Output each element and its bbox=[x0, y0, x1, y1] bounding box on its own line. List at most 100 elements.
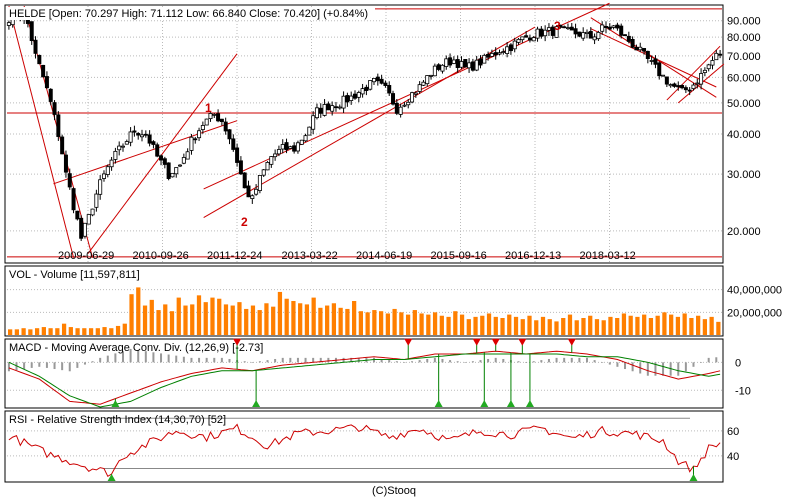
volume-y-tick-label: 20,000,000 bbox=[727, 307, 782, 319]
macd-histogram-bar bbox=[190, 357, 193, 363]
volume-bar bbox=[702, 319, 708, 335]
volume-bar bbox=[466, 319, 471, 335]
price-candle-body bbox=[550, 26, 555, 36]
price-candle-body bbox=[37, 54, 42, 65]
price-candle-body bbox=[292, 145, 297, 152]
rsi-signal-markers bbox=[107, 466, 698, 481]
volume-bar bbox=[601, 320, 606, 335]
price-candle-body bbox=[432, 65, 437, 77]
volume-bar bbox=[203, 302, 208, 335]
macd-histogram-bar bbox=[601, 362, 604, 363]
macd-histogram-bar bbox=[578, 357, 581, 363]
volume-bar bbox=[257, 310, 262, 335]
macd-histogram-bar bbox=[198, 357, 201, 363]
price-candle-body bbox=[6, 22, 11, 26]
volume-bar bbox=[500, 318, 505, 335]
macd-histogram-bar bbox=[707, 357, 710, 363]
macd-histogram-bar bbox=[449, 360, 452, 363]
volume-y-tick-label: 40,000,000 bbox=[727, 285, 782, 297]
price-x-tick-label: 2018-03-12 bbox=[580, 250, 636, 262]
volume-bar bbox=[331, 303, 337, 335]
volume-title: VOL - Volume [11,597,811] bbox=[9, 269, 140, 281]
volume-bar bbox=[149, 299, 154, 335]
price-candle-body bbox=[463, 59, 468, 68]
volume-bar bbox=[169, 311, 175, 335]
price-candle-body bbox=[337, 106, 342, 109]
volume-bar bbox=[709, 316, 714, 335]
macd-histogram-bar bbox=[76, 362, 79, 368]
price-candle-body bbox=[535, 28, 540, 39]
price-candle-body bbox=[311, 115, 316, 130]
price-candle-body bbox=[352, 93, 357, 99]
volume-bar bbox=[446, 316, 451, 335]
volume-bar bbox=[439, 315, 444, 335]
volume-bar bbox=[432, 312, 438, 335]
macd-histogram-bar bbox=[654, 362, 657, 376]
volume-bar bbox=[109, 328, 114, 335]
price-candle-body bbox=[60, 136, 65, 155]
price-candle-body bbox=[497, 52, 502, 55]
price-candle-body bbox=[265, 162, 270, 171]
macd-sell-marker bbox=[567, 338, 576, 346]
macd-histogram-bar bbox=[426, 358, 429, 363]
price-candle-body bbox=[391, 93, 396, 105]
price-candle-body bbox=[444, 58, 449, 67]
macd-histogram-bar bbox=[23, 362, 26, 370]
price-candle-body bbox=[657, 62, 662, 77]
price-candle-body bbox=[208, 113, 213, 120]
price-candle-body bbox=[649, 60, 654, 62]
macd-histogram-bar bbox=[662, 362, 665, 376]
volume-bar bbox=[365, 312, 370, 335]
volume-bar bbox=[271, 306, 276, 335]
volume-bar bbox=[217, 298, 222, 335]
macd-histogram-bar bbox=[357, 357, 360, 363]
volume-bar bbox=[210, 297, 215, 335]
price-candle-body bbox=[170, 172, 175, 178]
price-candle-body bbox=[478, 58, 483, 66]
volume-bar bbox=[75, 328, 80, 335]
price-candle-body bbox=[303, 135, 308, 142]
price-candle-body bbox=[101, 173, 106, 179]
price-candle-body bbox=[520, 36, 525, 41]
macd-histogram-bar bbox=[494, 357, 497, 363]
price-candle-body bbox=[508, 44, 513, 52]
volume-bar bbox=[628, 315, 633, 335]
price-candle-body bbox=[159, 155, 164, 161]
macd-histogram-bar bbox=[312, 357, 315, 363]
price-candle-body bbox=[56, 114, 61, 137]
price-candle-body bbox=[630, 39, 635, 48]
macd-sell-marker bbox=[491, 338, 500, 346]
price-candle-body bbox=[212, 113, 217, 116]
price-candle-body bbox=[333, 106, 338, 109]
price-candle-body bbox=[642, 48, 647, 52]
volume-bar bbox=[527, 315, 532, 335]
macd-histogram-bar bbox=[296, 357, 299, 363]
macd-histogram-bar bbox=[479, 360, 482, 363]
volume-bar bbox=[608, 316, 613, 335]
volume-bar bbox=[554, 321, 559, 335]
wave-label-1: 1 bbox=[205, 101, 212, 115]
macd-histogram-bar bbox=[121, 351, 124, 363]
volume-bar bbox=[237, 302, 242, 335]
rsi-y-tick-label: 60 bbox=[727, 426, 739, 438]
price-candle-body bbox=[661, 74, 666, 77]
volume-bar bbox=[493, 316, 498, 335]
price-candle-body bbox=[482, 54, 487, 64]
price-candle-body bbox=[189, 136, 194, 151]
volume-bar bbox=[136, 287, 141, 335]
macd-histogram-bar bbox=[418, 360, 421, 363]
price-candle-body bbox=[155, 144, 160, 157]
macd-buy-marker bbox=[434, 400, 443, 407]
volume-y-tick-labels: 20,000,000 40,000,000 bbox=[727, 285, 782, 320]
price-candle-body bbox=[280, 144, 285, 150]
macd-panel: 0 -10 MACD - Moving Average Conv. Div. (1… bbox=[4, 338, 751, 409]
price-candle-body bbox=[284, 142, 289, 151]
price-candle-body bbox=[120, 145, 125, 148]
macd-histogram-bar bbox=[99, 357, 102, 363]
price-candle-body bbox=[516, 38, 521, 43]
price-candle-body bbox=[645, 50, 650, 59]
price-candle-body bbox=[474, 59, 479, 71]
macd-histogram-bar bbox=[624, 362, 627, 370]
macd-histogram-bar bbox=[608, 362, 611, 365]
price-candle-body bbox=[223, 121, 228, 132]
